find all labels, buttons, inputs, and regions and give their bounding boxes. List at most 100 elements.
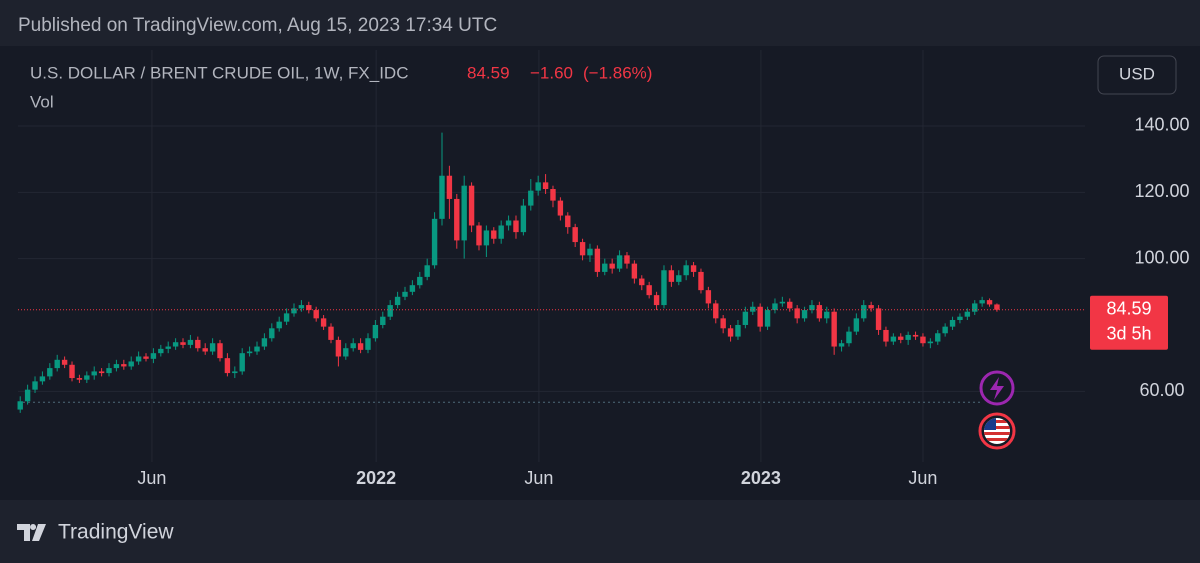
y-tick-label: 100.00 [1134, 247, 1189, 267]
candle-body [209, 343, 216, 352]
x-tick-label: Jun [137, 468, 166, 488]
y-tick-label: 120.00 [1134, 181, 1189, 201]
candle-body [713, 303, 719, 319]
candle-body [24, 389, 31, 402]
economic-event-icon[interactable] [978, 412, 1016, 450]
candle-body [232, 371, 238, 374]
candle-body [668, 270, 675, 282]
candle-body [195, 339, 201, 349]
currency-button[interactable] [1097, 55, 1177, 95]
candle-body [631, 263, 638, 279]
candle-body [409, 285, 416, 292]
candle-body [84, 375, 90, 380]
x-tick-label: Jun [908, 468, 937, 488]
candle-body [106, 368, 112, 374]
candle-body [824, 311, 830, 319]
candle-body [513, 220, 519, 233]
candle-body [764, 310, 771, 327]
candle-body [98, 371, 105, 374]
candle-body [372, 324, 379, 339]
candle-body [528, 190, 534, 206]
candle-body [602, 263, 608, 272]
candle-body [579, 242, 586, 256]
candle-body [957, 316, 963, 321]
candle-body [306, 305, 312, 311]
candle-body [357, 343, 364, 350]
candle-body [831, 311, 837, 347]
candle-body [246, 351, 253, 354]
candle-body [505, 220, 512, 226]
candle-body [542, 182, 549, 189]
candle-body [91, 371, 97, 376]
candle-body [32, 381, 38, 390]
event-icon[interactable] [979, 370, 1015, 406]
candle-body [39, 376, 46, 382]
candle-body [402, 291, 408, 297]
candle-body [927, 341, 934, 344]
candle-body [158, 348, 164, 354]
candle-body [446, 175, 453, 199]
candle-body [320, 318, 327, 327]
candle-body [224, 358, 231, 374]
candle-body [683, 265, 689, 276]
candle-body [698, 271, 704, 291]
price-change: −1.60 [530, 63, 573, 82]
candle-body [890, 336, 897, 342]
candle-body [587, 248, 593, 256]
candle-body [898, 336, 904, 340]
currency[interactable]: USD [1119, 64, 1155, 83]
candle-body [343, 348, 349, 357]
candle-body [646, 285, 652, 296]
candle-body [239, 353, 245, 372]
candle-body [202, 348, 208, 352]
x-tick-label: 2023 [741, 468, 781, 488]
candle-body [661, 270, 667, 306]
flag-stripe [984, 426, 1010, 429]
candle-body [757, 306, 763, 327]
candle-body [365, 338, 371, 350]
y-tick-label: 140.00 [1134, 115, 1189, 135]
candle-body [949, 320, 956, 327]
candle-body [979, 300, 985, 304]
candle-body [639, 278, 645, 286]
candle-body [47, 368, 53, 377]
candle-body [809, 305, 815, 311]
candle-body [883, 329, 889, 342]
candle-body [676, 275, 682, 282]
published-note: Published on TradingView.com, Aug 15, 20… [18, 15, 497, 36]
candle-body [454, 198, 460, 241]
price-change-pct: (−1.86%) [583, 63, 652, 82]
candle-body [291, 308, 297, 314]
candle-body [283, 313, 290, 322]
plot-area [17, 50, 1085, 462]
candle-body [565, 215, 571, 228]
candle-body [387, 305, 393, 317]
candle-body [772, 303, 778, 311]
flag-stripe [984, 438, 1010, 441]
candle-body [720, 318, 726, 329]
candle-body [653, 295, 660, 306]
candle-body [439, 175, 445, 219]
candle-body [727, 328, 734, 337]
candle-body [801, 310, 808, 319]
candle-body [986, 300, 993, 305]
candle-body [431, 218, 438, 266]
candle-body [742, 311, 749, 325]
candle-body [550, 188, 556, 201]
candle-body [875, 308, 882, 330]
candle-body [964, 311, 971, 317]
candle-body [935, 333, 941, 342]
candle-body [328, 326, 334, 340]
candle-body [572, 227, 578, 243]
last-price-tag-value: 84.59 [1106, 299, 1151, 319]
candle-body [172, 342, 179, 347]
candle-body [787, 301, 793, 309]
candle-body [113, 364, 120, 369]
flag-stripe [984, 420, 1010, 423]
candle-body [535, 182, 541, 191]
candle-body [424, 265, 430, 277]
candle-body [54, 359, 60, 369]
candle-body [690, 265, 697, 272]
candle-body [868, 305, 874, 309]
